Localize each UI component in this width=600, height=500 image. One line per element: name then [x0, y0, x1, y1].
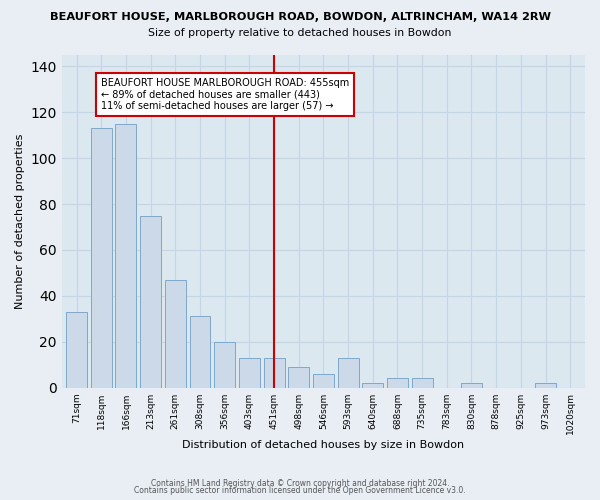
Bar	[165, 280, 186, 388]
Bar	[115, 124, 136, 388]
Text: Contains HM Land Registry data © Crown copyright and database right 2024.: Contains HM Land Registry data © Crown c…	[151, 478, 449, 488]
X-axis label: Distribution of detached houses by size in Bowdon: Distribution of detached houses by size …	[182, 440, 464, 450]
Text: BEAUFORT HOUSE, MARLBOROUGH ROAD, BOWDON, ALTRINCHAM, WA14 2RW: BEAUFORT HOUSE, MARLBOROUGH ROAD, BOWDON…	[49, 12, 551, 22]
Text: BEAUFORT HOUSE MARLBOROUGH ROAD: 455sqm
← 89% of detached houses are smaller (44: BEAUFORT HOUSE MARLBOROUGH ROAD: 455sqm …	[101, 78, 350, 111]
Text: Contains public sector information licensed under the Open Government Licence v3: Contains public sector information licen…	[134, 486, 466, 495]
Bar	[288, 367, 309, 388]
Bar	[190, 316, 211, 388]
Bar	[461, 383, 482, 388]
Bar	[412, 378, 433, 388]
Bar	[313, 374, 334, 388]
Bar	[362, 383, 383, 388]
Text: Size of property relative to detached houses in Bowdon: Size of property relative to detached ho…	[148, 28, 452, 38]
Bar	[66, 312, 87, 388]
Bar	[338, 358, 359, 388]
Bar	[214, 342, 235, 388]
Bar	[387, 378, 408, 388]
Bar	[91, 128, 112, 388]
Bar	[239, 358, 260, 388]
Y-axis label: Number of detached properties: Number of detached properties	[15, 134, 25, 309]
Bar	[263, 358, 284, 388]
Bar	[535, 383, 556, 388]
Bar	[140, 216, 161, 388]
